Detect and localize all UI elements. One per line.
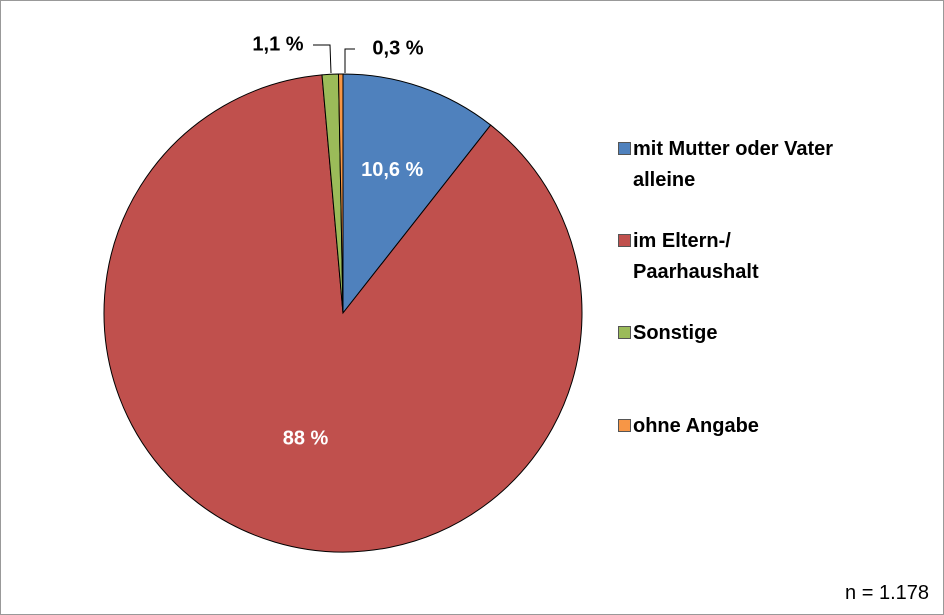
legend-label: Sonstige bbox=[633, 322, 718, 344]
legend-swatch bbox=[618, 326, 631, 339]
data-label: 10,6 % bbox=[361, 159, 423, 181]
pie-slice bbox=[342, 73, 492, 315]
annotation: n = 1.178 bbox=[845, 582, 929, 604]
legend-label: im Eltern-/ Paarhaushalt bbox=[633, 230, 759, 283]
legend-entry: Sonstige bbox=[618, 318, 717, 349]
legend-label: mit Mutter oder Vater alleine bbox=[633, 138, 834, 191]
leader-line bbox=[344, 48, 355, 73]
leader-line bbox=[313, 44, 332, 74]
legend-entry: mit Mutter oder Vater alleine bbox=[618, 134, 833, 196]
legend-swatch bbox=[618, 142, 631, 155]
pie-slice bbox=[103, 74, 583, 553]
data-label: 88 % bbox=[283, 427, 329, 449]
data-label: 1,1 % bbox=[252, 33, 303, 55]
legend-swatch bbox=[618, 419, 631, 432]
pie-slice bbox=[337, 73, 344, 314]
legend-entry: ohne Angabe bbox=[618, 411, 759, 442]
data-label: 0,3 % bbox=[372, 37, 423, 59]
legend-swatch bbox=[618, 234, 631, 247]
legend-label: ohne Angabe bbox=[633, 415, 759, 437]
legend-entry: im Eltern-/ Paarhaushalt bbox=[618, 226, 759, 288]
